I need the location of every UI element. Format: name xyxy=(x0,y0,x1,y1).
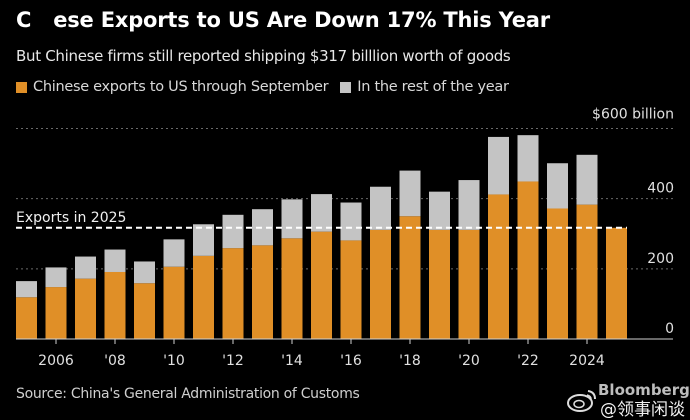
x-tick-label: '12 xyxy=(222,353,244,369)
x-tick-label: '18 xyxy=(399,353,421,369)
bar-2005-through-september xyxy=(16,297,37,339)
title-prefix: C xyxy=(16,8,32,32)
x-tick-label: '16 xyxy=(340,353,362,369)
y-axis: 0 200 400 $600 billion xyxy=(592,107,674,338)
bar-2015-rest-of-year xyxy=(311,194,332,232)
chart-subtitle: But Chinese firms still reported shippin… xyxy=(16,47,511,65)
bar-2018-rest-of-year xyxy=(399,170,421,217)
bar-2010-through-september xyxy=(163,266,185,339)
bar-2009-through-september xyxy=(134,283,155,339)
bar-2012-rest-of-year xyxy=(222,214,244,249)
bar-2006-rest-of-year xyxy=(45,267,67,288)
bar-2012-through-september xyxy=(222,248,244,339)
bar-2019-through-september xyxy=(429,229,450,339)
legend-item-rest-of-year: In the rest of the year xyxy=(340,79,509,95)
x-tick-label: 2006 xyxy=(38,353,74,369)
bar-2017-through-september xyxy=(370,229,391,339)
y-tick-label: 400 xyxy=(647,181,674,197)
x-axis: 2006 '08 '10 '12 '14 '16 '18 '20 '22 2024 xyxy=(16,338,673,369)
bar-2019-rest-of-year xyxy=(429,191,450,230)
bar-2008-through-september xyxy=(104,271,126,339)
legend-item-through-september: Chinese exports to US through September xyxy=(16,79,329,95)
x-tick-label: '22 xyxy=(517,353,539,369)
bar-2010-rest-of-year xyxy=(163,239,185,267)
watermark-handle: @领事闲谈 xyxy=(600,400,685,420)
bar-2007-rest-of-year xyxy=(75,256,96,279)
y-tick-label: 0 xyxy=(665,321,674,337)
bar-2008-rest-of-year xyxy=(104,249,126,272)
bar-2020-rest-of-year xyxy=(458,180,480,230)
x-tick-label: '14 xyxy=(281,353,303,369)
bar-2016-through-september xyxy=(340,240,362,339)
bar-2011-through-september xyxy=(193,255,214,339)
title-suffix: ese Exports to US Are Down 17% This Year xyxy=(53,8,550,32)
bar-2014-through-september xyxy=(281,238,303,339)
bar-2023-through-september xyxy=(547,208,568,339)
bar-2025-through-september xyxy=(606,227,627,339)
redacted-region xyxy=(31,13,54,29)
bar-2006-through-september xyxy=(45,287,67,339)
bar-2022-rest-of-year xyxy=(517,135,539,182)
legend-label: Chinese exports to US through September xyxy=(33,79,329,95)
bar-2022-through-september xyxy=(517,181,539,339)
bar-2016-rest-of-year xyxy=(340,202,362,241)
bar-2017-rest-of-year xyxy=(370,186,391,230)
reference-line-group: Exports in 2025 xyxy=(16,210,627,229)
legend-swatch-orange xyxy=(16,81,27,93)
bar-2015-through-september xyxy=(311,231,332,339)
source-note: Source: China's General Administration o… xyxy=(16,386,360,402)
legend: Chinese exports to US through September … xyxy=(16,79,521,95)
legend-label: In the rest of the year xyxy=(357,79,509,95)
watermark: Bloomberg @领事闲谈 xyxy=(566,381,690,420)
bar-2011-rest-of-year xyxy=(193,224,214,256)
bar-2009-rest-of-year xyxy=(134,261,155,284)
bar-2020-through-september xyxy=(458,229,480,339)
bars xyxy=(16,135,627,339)
bar-2024-rest-of-year xyxy=(576,154,598,205)
x-tick-label: '08 xyxy=(104,353,126,369)
bar-2007-through-september xyxy=(75,278,96,339)
bar-2018-through-september xyxy=(399,216,421,339)
x-tick-label: '10 xyxy=(163,353,185,369)
bar-2023-rest-of-year xyxy=(547,163,568,209)
bar-2021-through-september xyxy=(488,194,509,339)
x-tick-label: '20 xyxy=(458,353,480,369)
bloomberg-brand: Bloomberg xyxy=(598,381,690,399)
reference-line-label: Exports in 2025 xyxy=(16,210,126,226)
bar-2005-rest-of-year xyxy=(16,281,37,298)
legend-swatch-gray xyxy=(340,81,352,93)
bar-2013-through-september xyxy=(252,245,273,339)
weibo-logo-icon xyxy=(567,390,596,412)
bar-2021-rest-of-year xyxy=(488,136,509,195)
bar-2014-rest-of-year xyxy=(281,199,303,239)
y-tick-label: 200 xyxy=(647,251,674,267)
x-tick-label: 2024 xyxy=(569,353,605,369)
bar-2013-rest-of-year xyxy=(252,209,273,246)
bar-2024-through-september xyxy=(576,204,598,339)
y-tick-label: $600 billion xyxy=(592,107,674,123)
